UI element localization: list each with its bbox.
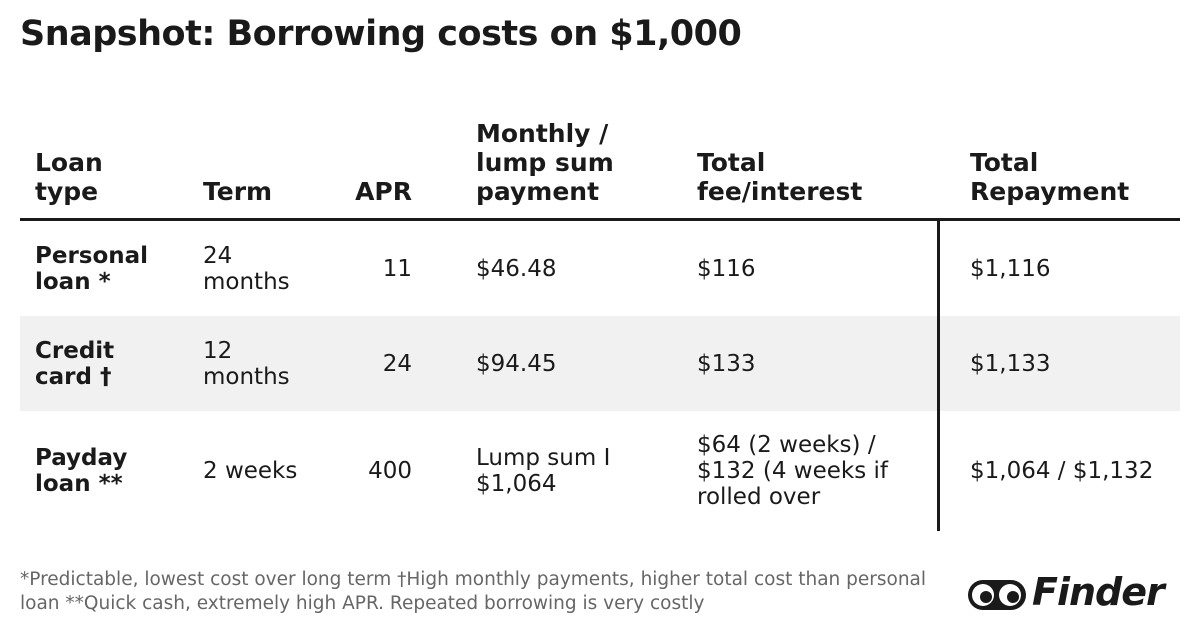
column-header: APR <box>355 177 412 206</box>
row-label: Credit card † <box>35 337 115 390</box>
table-cell: 24 months <box>203 242 290 295</box>
logo-icon <box>968 580 1026 610</box>
table-cell: 24 <box>382 350 412 377</box>
table-cell: $64 (2 weeks) / $132 (4 weeks if rolled … <box>697 432 888 510</box>
table-cell: 12 months <box>203 337 290 390</box>
header-rule <box>20 218 1180 221</box>
table-row: Payday loan ** 2 weeks 400 Lump sum I $1,06… <box>20 411 1180 531</box>
row-label: Payday loan ** <box>35 445 128 497</box>
table-cell: $116 <box>697 255 756 282</box>
table-cell: $46.48 <box>476 255 557 282</box>
table-cell: 11 <box>382 255 412 282</box>
column-header: Total Repayment <box>970 148 1130 206</box>
column-header: Monthly / lump sum payment <box>476 119 614 206</box>
table-row: Personal loan * 24 months 11 $46.48 $116 $1,1… <box>20 221 1180 316</box>
table-cell: 400 <box>368 458 412 484</box>
footnote: *Predictable, lowest cost over long term… <box>20 569 927 614</box>
table-cell: $1,064 / $1,132 <box>970 458 1154 484</box>
table-cell: Lump sum I $1,064 <box>476 445 611 497</box>
table-cell: $1,133 <box>970 350 1051 377</box>
logo: Finder <box>966 570 1180 616</box>
table-cell: $133 <box>697 350 756 377</box>
table-cell: $94.45 <box>476 350 557 377</box>
title: Snapshot: Borrowing costs on $1,000 <box>20 14 742 54</box>
table-cell: $1,116 <box>970 255 1051 282</box>
column-rule <box>937 221 940 531</box>
column-header: Loan type <box>35 148 103 206</box>
row-label: Personal loan * <box>35 242 149 295</box>
header-row: Loan type Term APR Monthly / lump sum payme… <box>20 100 1180 218</box>
logo-text: Finder <box>1032 570 1165 614</box>
column-header: Term <box>203 177 273 206</box>
column-header: Total fee/interest <box>697 148 863 206</box>
table-cell: 2 weeks <box>203 458 298 484</box>
table-row: Credit card † 12 months 24 $94.45 $133 $1,133 <box>20 316 1180 411</box>
